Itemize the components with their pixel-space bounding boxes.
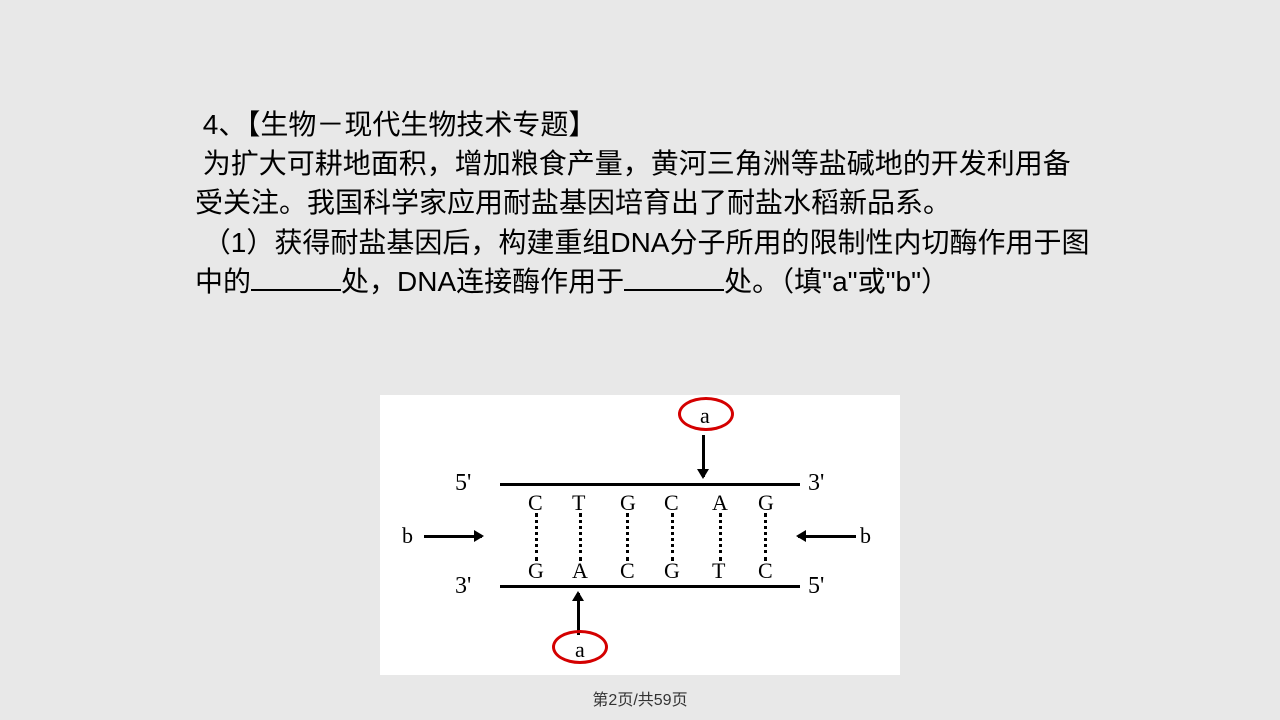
base-bot-5: T — [712, 558, 725, 584]
label-b-right: b — [860, 523, 871, 549]
hbond-4 — [671, 513, 674, 561]
strand-top — [500, 483, 800, 486]
arrow-b-right — [798, 535, 856, 538]
label-a-bot: a — [575, 637, 585, 663]
base-bot-1: G — [528, 558, 544, 584]
question-content: 4、【生物－现代生物技术专题】 为扩大可耕地面积，增加粮食产量，黄河三角洲等盐碱… — [195, 105, 1095, 301]
arrow-a-bot — [577, 593, 580, 635]
diagram-inner: a 5' 3' C T G C A G b b G A C G T — [380, 395, 900, 675]
question-number: 4、 — [203, 109, 247, 140]
strand-bot — [500, 585, 800, 588]
end-5prime-right: 5' — [808, 573, 824, 600]
arrow-b-left — [424, 535, 482, 538]
question-text: 4、【生物－现代生物技术专题】 为扩大可耕地面积，增加粮食产量，黄河三角洲等盐碱… — [195, 105, 1095, 301]
page-footer: 第2页/共59页 — [0, 686, 1280, 710]
question-intro: 为扩大可耕地面积，增加粮食产量，黄河三角洲等盐碱地的开发利用备受关注。我国科学家… — [195, 148, 1071, 218]
end-5prime-left: 5' — [455, 470, 471, 497]
base-bot-2: A — [572, 558, 588, 584]
sub1-part-c: 处。（填"a"或"b"） — [724, 266, 949, 297]
base-bot-4: G — [664, 558, 680, 584]
dna-diagram: a 5' 3' C T G C A G b b G A C G T — [380, 395, 900, 675]
end-3prime-right: 3' — [808, 470, 824, 497]
label-a-top: a — [700, 403, 710, 429]
blank-2 — [624, 263, 724, 291]
hbond-5 — [719, 513, 722, 561]
hbond-2 — [579, 513, 582, 561]
hbond-3 — [626, 513, 629, 561]
sub1-part-b: 处，DNA连接酶作用于 — [341, 266, 624, 297]
hbond-1 — [535, 513, 538, 561]
arrow-a-top — [702, 435, 705, 477]
question-topic: 【生物－现代生物技术专题】 — [246, 109, 596, 140]
slide: 4、【生物－现代生物技术专题】 为扩大可耕地面积，增加粮食产量，黄河三角洲等盐碱… — [0, 0, 1280, 720]
blank-1 — [251, 263, 341, 291]
hbond-6 — [764, 513, 767, 561]
end-3prime-left: 3' — [455, 573, 471, 600]
base-bot-6: C — [758, 558, 773, 584]
label-b-left: b — [402, 523, 413, 549]
base-bot-3: C — [620, 558, 635, 584]
